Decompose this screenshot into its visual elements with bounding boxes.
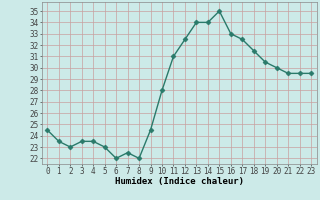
X-axis label: Humidex (Indice chaleur): Humidex (Indice chaleur) xyxy=(115,177,244,186)
